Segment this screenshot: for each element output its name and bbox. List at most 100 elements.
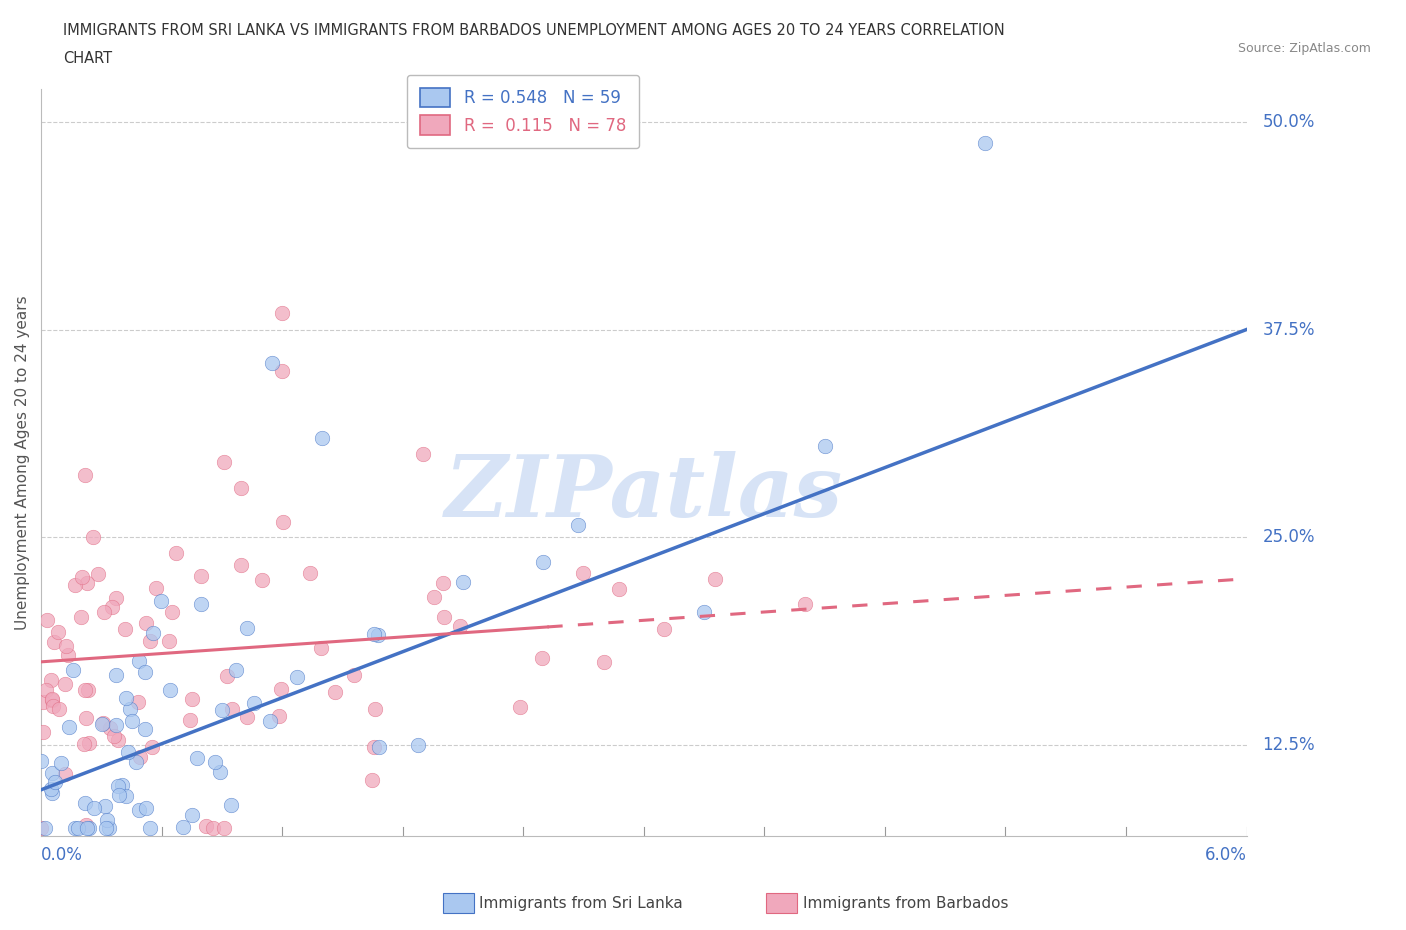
Point xyxy=(76,820,98,835)
Point xyxy=(72,570,94,585)
Point xyxy=(76,576,98,591)
Point xyxy=(30,820,52,835)
Point xyxy=(267,709,290,724)
Point xyxy=(433,610,456,625)
Point xyxy=(793,596,815,611)
Point xyxy=(75,795,97,810)
Point xyxy=(530,651,553,666)
Point xyxy=(75,711,97,725)
Point xyxy=(172,819,194,834)
Y-axis label: Unemployment Among Ages 20 to 24 years: Unemployment Among Ages 20 to 24 years xyxy=(15,295,30,630)
Point xyxy=(128,803,150,817)
Point xyxy=(135,801,157,816)
Point xyxy=(423,590,446,604)
Point xyxy=(103,729,125,744)
Point xyxy=(41,691,63,706)
Text: IMMIGRANTS FROM SRI LANKA VS IMMIGRANTS FROM BARBADOS UNEMPLOYMENT AMONG AGES 20: IMMIGRANTS FROM SRI LANKA VS IMMIGRANTS … xyxy=(63,23,1005,38)
Point xyxy=(111,777,134,792)
Point xyxy=(231,558,253,573)
Point xyxy=(107,733,129,748)
Point xyxy=(114,622,136,637)
Point xyxy=(367,627,389,642)
Point xyxy=(30,754,52,769)
Point xyxy=(125,755,148,770)
Point xyxy=(96,813,118,828)
Point xyxy=(208,764,231,779)
Point xyxy=(98,721,121,736)
Point xyxy=(186,751,208,766)
Point xyxy=(44,775,66,790)
Text: 25.0%: 25.0% xyxy=(1263,528,1315,546)
Point xyxy=(94,799,117,814)
Text: 37.5%: 37.5% xyxy=(1263,321,1315,339)
Legend: R = 0.548   N = 59, R =  0.115   N = 78: R = 0.548 N = 59, R = 0.115 N = 78 xyxy=(408,74,640,148)
Point xyxy=(271,514,294,529)
Point xyxy=(179,712,201,727)
Point xyxy=(141,739,163,754)
Point xyxy=(531,554,554,569)
Point xyxy=(157,634,180,649)
Point xyxy=(108,787,131,802)
Point xyxy=(221,701,243,716)
Point xyxy=(105,668,128,683)
Point xyxy=(128,654,150,669)
Point xyxy=(62,663,84,678)
Point xyxy=(180,807,202,822)
Point xyxy=(451,575,474,590)
Point xyxy=(159,683,181,698)
Point xyxy=(145,580,167,595)
Text: 0.0%: 0.0% xyxy=(41,846,83,864)
Point xyxy=(96,820,118,835)
Point xyxy=(31,724,53,739)
Point xyxy=(42,634,65,649)
Point xyxy=(63,578,86,592)
Point xyxy=(250,573,273,588)
Point xyxy=(139,820,162,835)
Point xyxy=(142,625,165,640)
Point xyxy=(368,739,391,754)
Point xyxy=(55,639,77,654)
Text: Immigrants from Barbados: Immigrants from Barbados xyxy=(803,896,1008,910)
Point xyxy=(592,655,614,670)
Point xyxy=(48,701,70,716)
Point xyxy=(134,722,156,737)
Point xyxy=(363,739,385,754)
Text: 12.5%: 12.5% xyxy=(1263,736,1315,754)
Point xyxy=(567,517,589,532)
Text: ZIPatlas: ZIPatlas xyxy=(444,451,842,534)
Point xyxy=(58,720,80,735)
Point xyxy=(73,467,96,482)
Point xyxy=(704,571,727,586)
Point xyxy=(509,699,531,714)
Point xyxy=(652,621,675,636)
Point xyxy=(101,600,124,615)
Point xyxy=(93,604,115,619)
Point xyxy=(231,481,253,496)
Point xyxy=(35,683,58,698)
Point xyxy=(56,647,79,662)
Point xyxy=(412,446,434,461)
Text: Source: ZipAtlas.com: Source: ZipAtlas.com xyxy=(1237,42,1371,55)
Text: CHART: CHART xyxy=(63,51,112,66)
Point xyxy=(31,694,53,709)
Point xyxy=(128,750,150,764)
Point xyxy=(204,754,226,769)
Point xyxy=(53,677,76,692)
Point xyxy=(105,591,128,605)
Point xyxy=(211,703,233,718)
Point xyxy=(118,701,141,716)
Point xyxy=(75,817,97,832)
Point xyxy=(181,692,204,707)
Point xyxy=(214,820,236,835)
Point xyxy=(105,718,128,733)
Point xyxy=(42,698,65,713)
Point xyxy=(693,604,716,619)
Point xyxy=(83,800,105,815)
Point xyxy=(127,695,149,710)
Point xyxy=(39,672,62,687)
Point xyxy=(77,683,100,698)
Point xyxy=(225,662,247,677)
Point xyxy=(160,604,183,619)
Text: 6.0%: 6.0% xyxy=(1205,846,1247,864)
Point xyxy=(814,438,837,453)
